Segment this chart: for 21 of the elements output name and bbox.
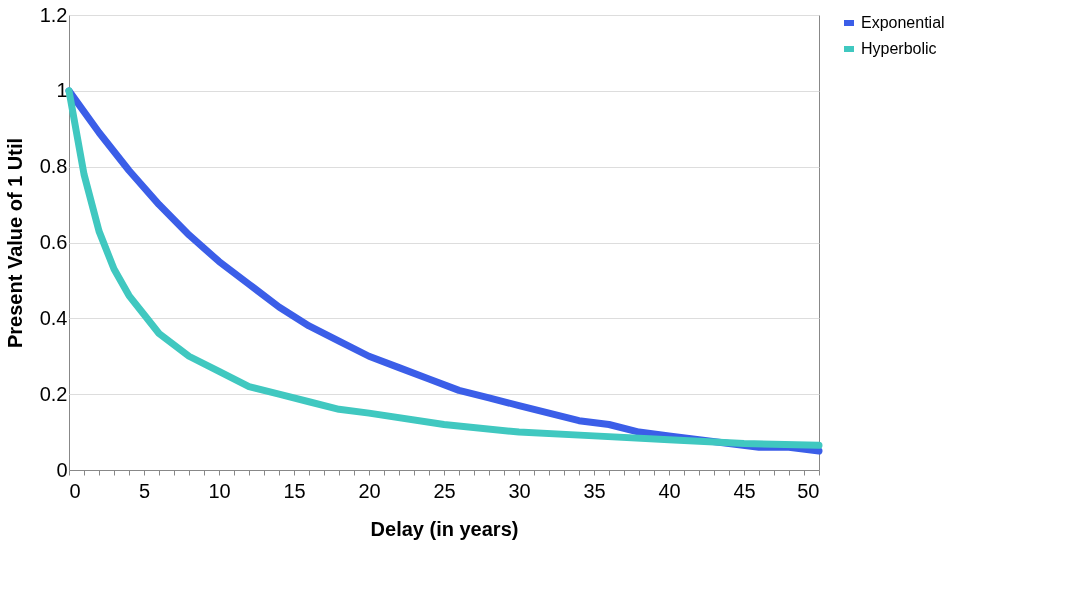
x-tick-label: 50 bbox=[797, 479, 820, 502]
y-tick-label: 1.2 bbox=[39, 3, 68, 26]
x-tick-label: 5 bbox=[138, 479, 151, 502]
x-tick-label: 25 bbox=[433, 479, 456, 502]
x-tick-label: 15 bbox=[283, 479, 306, 502]
x-tick-label: 40 bbox=[658, 479, 681, 502]
x-axis-title: Delay (in years) bbox=[370, 517, 519, 540]
y-tick-label: 0.4 bbox=[39, 306, 68, 329]
x-tick-label: 35 bbox=[583, 479, 606, 502]
x-tick-label: 45 bbox=[733, 479, 756, 502]
y-tick-label: 0.6 bbox=[39, 231, 68, 253]
y-tick-label: 0.8 bbox=[39, 155, 68, 178]
y-tick-label: 0 bbox=[56, 458, 68, 481]
legend-label: Hyperbolic bbox=[861, 40, 937, 57]
y-tick-label: 0.2 bbox=[39, 382, 68, 405]
x-tick-label: 20 bbox=[358, 479, 381, 502]
legend-label: Exponential bbox=[861, 14, 945, 31]
y-tick-label: 1 bbox=[56, 79, 68, 102]
y-axis-title: Present Value of 1 Util bbox=[3, 137, 26, 349]
x-tick-label: 10 bbox=[208, 479, 231, 502]
x-tick-label: 30 bbox=[508, 479, 531, 502]
